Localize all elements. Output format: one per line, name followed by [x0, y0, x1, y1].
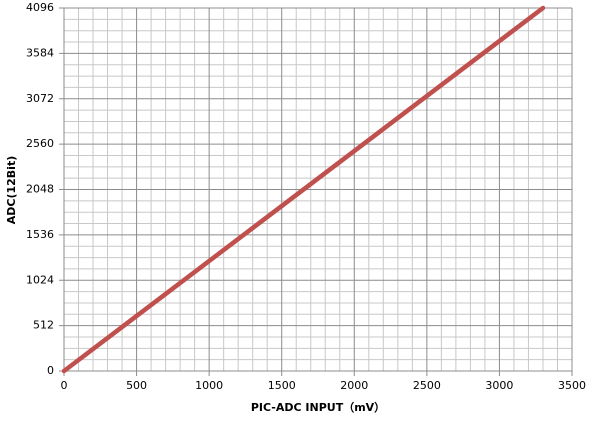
y-tick-label: 4096 [26, 1, 54, 14]
y-tick-label: 3072 [26, 92, 54, 105]
x-tick-label: 3500 [558, 379, 586, 392]
x-tick-label: 0 [61, 379, 68, 392]
y-tick-label: 1024 [26, 273, 54, 286]
y-tick-label: 2048 [26, 183, 54, 196]
x-tick-label: 1000 [195, 379, 223, 392]
x-tick-label: 3000 [485, 379, 513, 392]
y-tick-label: 1536 [26, 228, 54, 241]
x-tick-label: 2500 [413, 379, 441, 392]
x-tick-label: 1500 [268, 379, 296, 392]
y-tick-label: 3584 [26, 46, 54, 59]
x-tick-label: 500 [126, 379, 147, 392]
data-line [61, 5, 546, 374]
y-tick-label: 512 [33, 319, 54, 332]
y-axis-title: ADC(12Bit) [5, 156, 18, 225]
x-axis-title: PIC-ADC INPUT（mV） [251, 401, 385, 414]
y-tick-label: 2560 [26, 137, 54, 150]
y-tick-label: 0 [47, 364, 54, 377]
x-tick-label: 2000 [340, 379, 368, 392]
